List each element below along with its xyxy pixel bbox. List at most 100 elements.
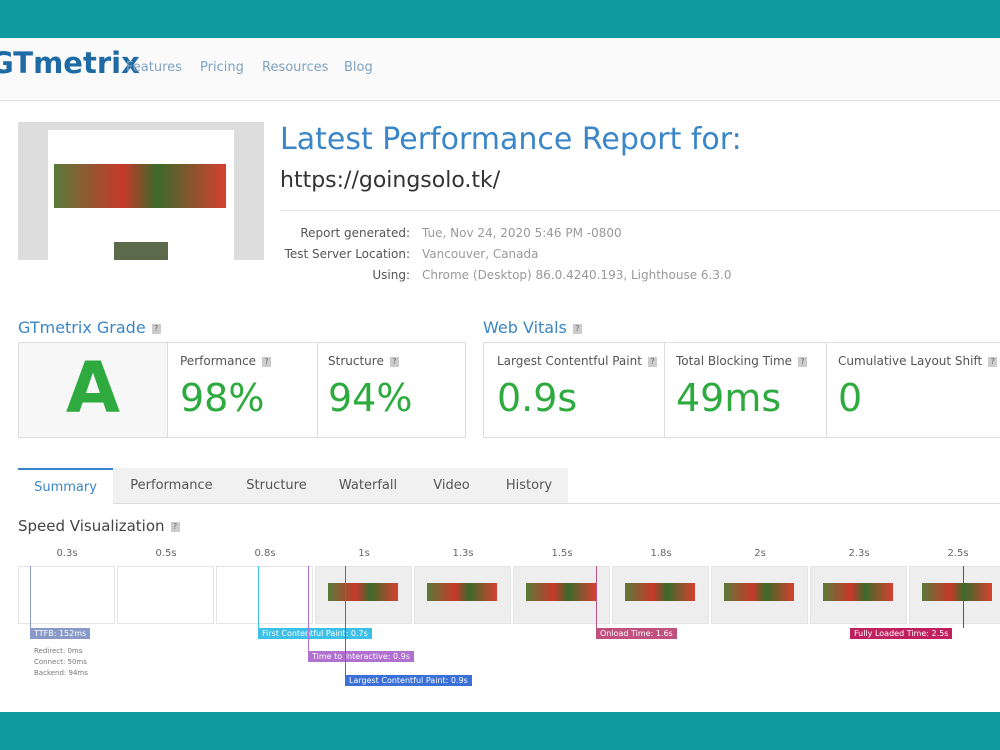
metric-value: 98% <box>180 376 265 420</box>
marker-label: Onload Time: 1.6s <box>596 628 677 639</box>
filmstrip-frame <box>612 566 709 624</box>
frame-image <box>922 583 992 601</box>
help-icon[interactable]: ? <box>170 521 180 532</box>
metric-label: Performance? <box>180 354 272 368</box>
time-label: 0.5s <box>155 548 177 559</box>
label-text: Cumulative Layout Shift <box>838 354 983 368</box>
marker-label: Fully Loaded Time: 2.5s <box>850 628 953 639</box>
meta-value: Chrome (Desktop) 86.0.4240.193, Lighthou… <box>422 268 732 282</box>
nav-link[interactable]: Features <box>126 60 182 75</box>
ttfb-detail: Redirect: 0ms <box>34 647 83 655</box>
metric-label: Total Blocking Time? <box>676 354 808 368</box>
heading-text: Web Vitals <box>483 318 567 337</box>
time-label: 2s <box>754 548 766 559</box>
logo[interactable]: GTmetrix <box>0 46 140 80</box>
help-icon[interactable]: ? <box>572 323 582 334</box>
filmstrip-frame <box>711 566 808 624</box>
time-label: 2.5s <box>947 548 969 559</box>
thumb-image <box>54 164 226 208</box>
label-text: Total Blocking Time <box>676 354 793 368</box>
nav-bar <box>0 38 1000 101</box>
frame-image <box>328 583 398 601</box>
grade-cell <box>19 343 168 437</box>
top-border <box>0 0 1000 38</box>
help-icon[interactable]: ? <box>389 356 399 367</box>
meta-value: Tue, Nov 24, 2020 5:46 PM -0800 <box>422 226 622 240</box>
heading-text: Speed Visualization <box>18 517 165 535</box>
frame-image <box>526 583 596 601</box>
time-label: 1.3s <box>452 548 474 559</box>
marker-line <box>258 566 259 628</box>
meta-label: Using: <box>372 268 410 282</box>
marker-line <box>963 566 964 628</box>
label-text: Largest Contentful Paint <box>497 354 642 368</box>
help-icon[interactable]: ? <box>798 356 808 367</box>
help-icon[interactable]: ? <box>151 323 161 334</box>
separator <box>826 343 827 437</box>
ttfb-detail: Connect: 50ms <box>34 658 87 666</box>
tab[interactable]: Performance <box>113 468 230 503</box>
time-label: 1.8s <box>650 548 672 559</box>
report-url[interactable]: https://goingsolo.tk/ <box>280 168 501 193</box>
section-heading: GTmetrix Grade? <box>18 318 161 337</box>
marker-line <box>308 566 309 651</box>
thumb-image <box>114 242 168 260</box>
filmstrip-frame <box>117 566 214 624</box>
metric-value: 94% <box>328 376 413 420</box>
section-heading: Web Vitals? <box>483 318 582 337</box>
meta-value: Vancouver, Canada <box>422 247 539 261</box>
nav-link[interactable]: Pricing <box>200 60 244 75</box>
tab[interactable]: Structure <box>230 468 323 503</box>
marker-line <box>596 566 597 628</box>
metric-label: Largest Contentful Paint? <box>497 354 657 368</box>
metric-label: Cumulative Layout Shift? <box>838 354 998 368</box>
filmstrip-frame <box>810 566 907 624</box>
meta-label: Report generated: <box>300 226 410 240</box>
metric-value: 0.9s <box>497 376 578 420</box>
tab[interactable]: Video <box>413 468 490 503</box>
tab[interactable]: Summary <box>18 468 113 505</box>
nav-link[interactable]: Blog <box>344 60 373 75</box>
filmstrip-frame <box>513 566 610 624</box>
time-label: 0.3s <box>56 548 78 559</box>
marker-line <box>30 566 31 628</box>
filmstrip-frame <box>18 566 115 624</box>
nav-link[interactable]: Resources <box>262 60 329 75</box>
filmstrip-frame <box>315 566 412 624</box>
screenshot-thumb <box>18 122 264 260</box>
metric-value: 0 <box>838 376 863 420</box>
frame-image <box>724 583 794 601</box>
marker-label: First Contentful Paint: 0.7s <box>258 628 372 639</box>
report-title: Latest Performance Report for: <box>280 122 742 157</box>
frame-image <box>625 583 695 601</box>
bottom-border <box>0 712 1000 750</box>
help-icon[interactable]: ? <box>262 356 272 367</box>
time-label: 2.3s <box>848 548 870 559</box>
filmstrip-frame <box>909 566 1000 624</box>
time-label: 0.8s <box>254 548 276 559</box>
filmstrip-frame <box>216 566 313 624</box>
heading-text: GTmetrix Grade <box>18 318 146 337</box>
tab[interactable]: Waterfall <box>323 468 413 503</box>
help-icon[interactable]: ? <box>988 356 998 367</box>
time-label: 1s <box>358 548 370 559</box>
grade-letter: A <box>65 347 121 429</box>
filmstrip-frame <box>414 566 511 624</box>
help-icon[interactable]: ? <box>647 356 657 367</box>
divider <box>280 210 1000 211</box>
tab[interactable]: History <box>490 468 568 503</box>
ttfb-detail: Backend: 94ms <box>34 669 88 677</box>
section-heading: Speed Visualization? <box>18 517 180 535</box>
separator <box>664 343 665 437</box>
marker-line <box>345 566 346 675</box>
marker-label: TTFB: 152ms <box>30 628 91 639</box>
marker-label: Largest Contentful Paint: 0.9s <box>345 675 472 686</box>
separator <box>317 343 318 437</box>
label-text: Structure <box>328 354 384 368</box>
meta-label: Test Server Location: <box>284 247 410 261</box>
metric-label: Structure? <box>328 354 399 368</box>
vitals-box <box>483 342 1000 438</box>
label-text: Performance <box>180 354 257 368</box>
marker-label: Time to Interactive: 0.9s <box>308 651 414 662</box>
